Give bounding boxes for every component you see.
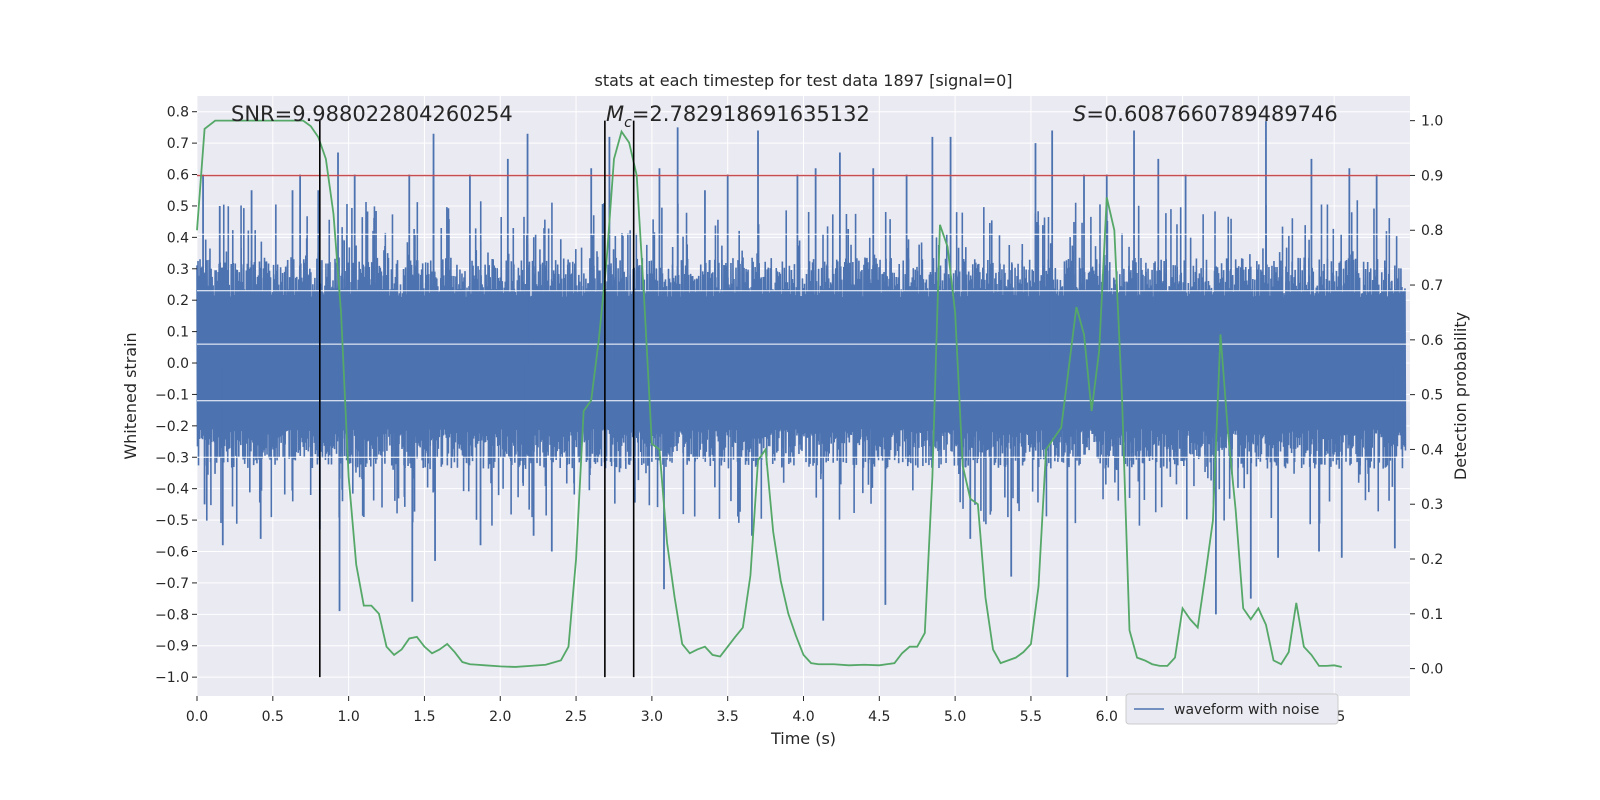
left-y-tick-label: 0.5 xyxy=(167,199,189,215)
right-y-tick-label: 0.8 xyxy=(1421,223,1443,239)
right-y-ticks: 1.0 0.9 0.8 0.7 0.6 0.5 0.4 0.3 0.2 0.1 0.0 xyxy=(1410,114,1443,678)
right-y-tick-label: 0.1 xyxy=(1421,607,1443,623)
y2-axis-label: Detection probability xyxy=(1451,312,1470,480)
legend-box xyxy=(1125,693,1339,725)
x-tick-label: 6.0 xyxy=(1096,709,1118,725)
left-y-tick-label: 0.1 xyxy=(167,325,189,341)
left-y-ticks: 0.8 0.7 0.6 0.5 0.4 0.3 0.2 0.1 0.0 −0.1 −0.2 −0.3 −… xyxy=(155,105,197,686)
snr-annotation: SNR=9.988022804260254 xyxy=(231,102,513,126)
s-value: =0.6087660789489746 xyxy=(1086,102,1337,126)
x-axis-label: Time (s) xyxy=(770,729,836,748)
left-y-tick-label: −0.4 xyxy=(155,482,189,498)
legend-label: waveform with noise xyxy=(1174,702,1319,718)
left-y-tick-label: 0.3 xyxy=(167,262,189,278)
left-y-tick-label: 0.7 xyxy=(167,136,189,152)
chart-title: stats at each timestep for test data 189… xyxy=(594,71,1012,90)
left-y-tick-label: −0.8 xyxy=(155,607,189,623)
x-tick-label: 3.0 xyxy=(641,709,663,725)
left-y-tick-label: −0.6 xyxy=(155,544,189,560)
x-tick-label: 5.0 xyxy=(944,709,966,725)
x-tick-label: 4.0 xyxy=(792,709,814,725)
left-y-tick-label: −0.3 xyxy=(155,450,189,466)
x-tick-label: 0.0 xyxy=(186,709,208,725)
y-axis-label: Whitened strain xyxy=(121,332,140,459)
s-annotation: S=0.6087660789489746 xyxy=(1073,102,1338,126)
s-symbol: S xyxy=(1073,102,1086,126)
right-y-tick-label: 0.7 xyxy=(1421,278,1443,294)
x-tick-label: 5.5 xyxy=(1020,709,1042,725)
waveform-trace xyxy=(196,257,1407,469)
x-tick-label: 2.0 xyxy=(489,709,511,725)
mc-symbol: M xyxy=(606,102,624,126)
left-y-tick-label: −0.2 xyxy=(155,419,189,435)
left-y-tick-label: 0.8 xyxy=(167,105,189,121)
x-tick-label: 3.5 xyxy=(717,709,739,725)
x-tick-label: 4.5 xyxy=(868,709,890,725)
right-y-tick-label: 0.0 xyxy=(1421,662,1443,678)
marker-lines xyxy=(319,120,635,678)
right-y-tick-label: 0.6 xyxy=(1421,333,1443,349)
legend: waveform with noise xyxy=(1125,693,1339,725)
left-y-tick-label: −0.5 xyxy=(155,513,189,529)
x-tick-label: 1.5 xyxy=(413,709,435,725)
probability-series xyxy=(196,119,1410,668)
right-y-tick-label: 0.9 xyxy=(1421,168,1443,184)
left-y-tick-label: 0.4 xyxy=(167,230,189,246)
left-y-tick-label: −0.1 xyxy=(155,387,189,403)
right-y-tick-label: 0.2 xyxy=(1421,552,1443,568)
probability-line xyxy=(196,119,1342,668)
chirp-mass-annotation: Mc=2.782918691635132 xyxy=(606,102,870,131)
right-y-tick-label: 0.4 xyxy=(1421,442,1443,458)
mc-subscript: c xyxy=(624,115,632,131)
x-tick-label: 2.5 xyxy=(565,709,587,725)
right-y-tick-label: 0.3 xyxy=(1421,497,1443,513)
x-tick-label: 0.5 xyxy=(262,709,284,725)
left-y-tick-label: −0.7 xyxy=(155,576,189,592)
x-tick-label: 1.0 xyxy=(337,709,359,725)
left-y-tick-label: −0.9 xyxy=(155,639,189,655)
mc-value: =2.782918691635132 xyxy=(632,102,870,126)
waveform-series xyxy=(196,121,1410,678)
right-y-tick-label: 0.5 xyxy=(1421,388,1443,404)
right-y-tick-label: 1.0 xyxy=(1421,114,1443,130)
left-y-tick-label: 0.2 xyxy=(167,293,189,309)
left-y-tick-label: −1.0 xyxy=(155,670,189,686)
left-y-tick-label: 0.0 xyxy=(167,356,189,372)
left-y-tick-label: 0.6 xyxy=(167,168,189,184)
